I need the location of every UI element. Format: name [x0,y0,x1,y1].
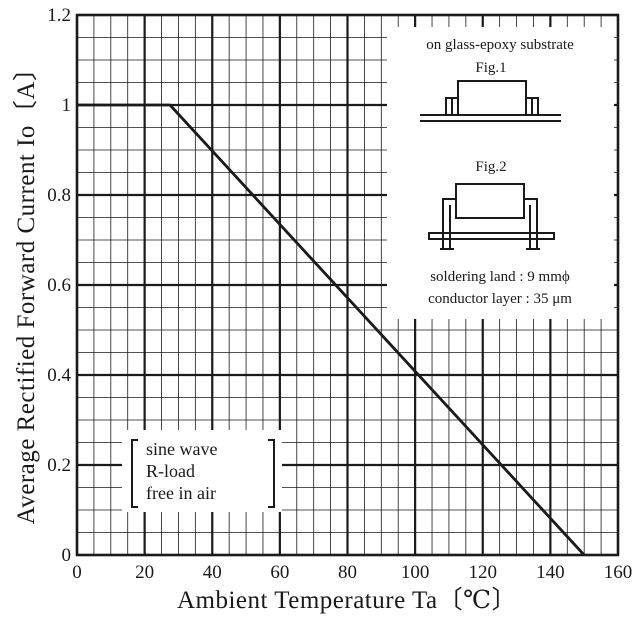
x-tick-label: 40 [203,562,222,583]
fig2-label: Fig.2 [475,159,506,175]
x-tick-label: 160 [604,562,633,583]
y-tick-label: 0.4 [47,365,71,386]
conductor-layer-note: conductor layer : 35 μm [428,291,572,307]
series-layer [77,103,586,556]
y-tick-labels: 0 0.2 0.4 0.6 0.8 1 1.2 [47,5,71,566]
x-tick-label: 80 [338,562,357,583]
y-tick-label: 0.2 [47,455,71,476]
x-tick-label: 60 [270,562,289,583]
x-tick-label: 100 [401,562,430,583]
fig2-diagram [428,183,555,250]
condition-r-load: R-load [146,461,195,481]
y-tick-label: 1.2 [47,5,71,26]
conditions-box: sine wave R-load free in air [122,430,282,512]
fig1-label: Fig.1 [475,60,506,76]
y-axis-title: Average Rectified Forward Current Io〔A〕 [12,56,40,525]
derating-curve [77,103,586,556]
condition-free-in-air: free in air [146,483,216,503]
x-tick-label: 20 [135,562,154,583]
conditions-background [122,430,282,512]
substrate-title: on glass-epoxy substrate [426,37,574,53]
x-tick-label: 140 [536,562,565,583]
fig1-diagram [420,80,561,122]
x-tick-label: 0 [72,562,82,583]
y-tick-label: 1 [62,95,72,116]
condition-sine-wave: sine wave [146,439,217,459]
y-tick-label: 0.6 [47,275,71,296]
x-tick-labels: 0 20 40 60 80 100 120 140 160 [72,562,632,583]
left-bracket [131,439,138,508]
x-tick-label: 120 [469,562,498,583]
right-bracket [268,439,275,508]
x-axis-title: Ambient Temperature Ta〔℃〕 [177,586,517,614]
soldering-land-note: soldering land : 9 mmϕ [430,269,570,285]
y-tick-label: 0 [62,545,72,566]
plot-frame [75,13,620,557]
substrate-inset: on glass-epoxy substrate Fig.1 Fig.2 sol… [387,27,614,319]
inset-background [387,27,614,319]
y-tick-label: 0.8 [47,185,71,206]
